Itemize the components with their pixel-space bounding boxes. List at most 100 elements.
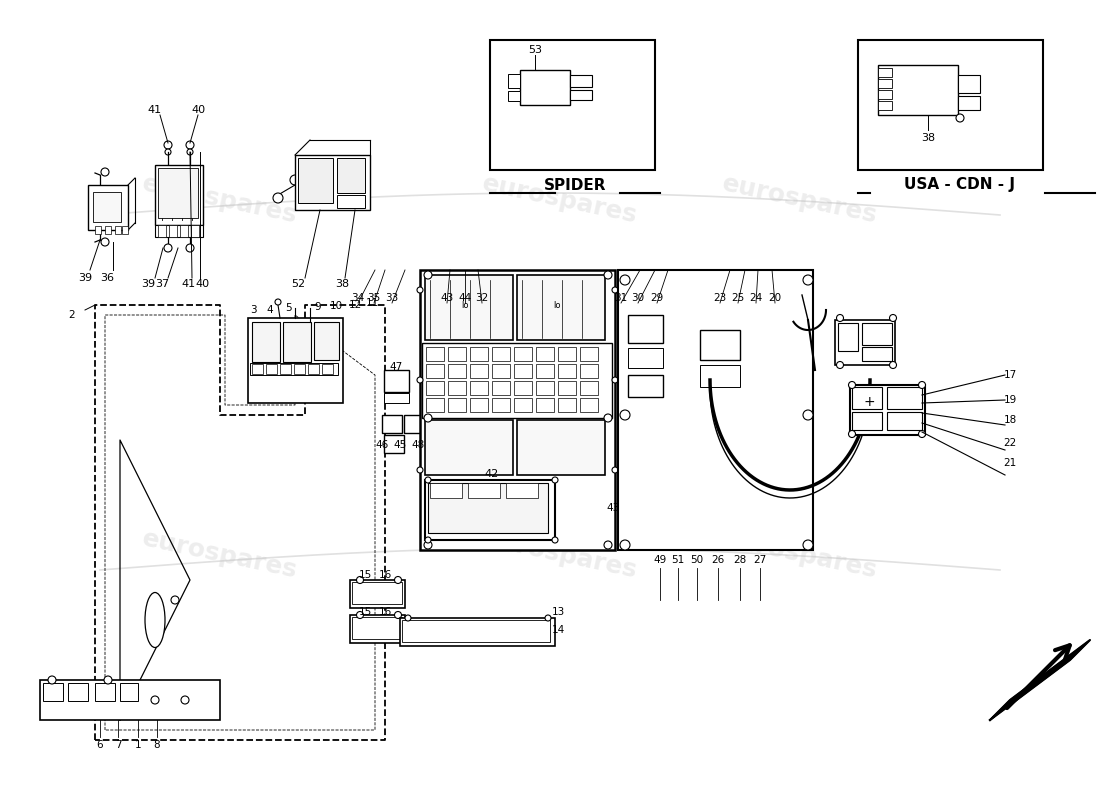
Circle shape bbox=[848, 382, 856, 389]
Text: 38: 38 bbox=[921, 133, 935, 143]
Circle shape bbox=[424, 271, 432, 279]
Text: 39: 39 bbox=[78, 273, 92, 283]
Bar bbox=[580, 398, 598, 412]
Bar bbox=[120, 683, 138, 701]
Text: 52: 52 bbox=[290, 279, 305, 289]
Bar bbox=[283, 322, 311, 362]
Bar bbox=[252, 364, 263, 374]
Text: lo: lo bbox=[553, 301, 561, 310]
Text: 20: 20 bbox=[769, 293, 782, 303]
Bar bbox=[428, 483, 548, 533]
Text: 9: 9 bbox=[315, 302, 321, 312]
Bar bbox=[558, 398, 576, 412]
Bar bbox=[878, 101, 892, 110]
Bar bbox=[470, 381, 488, 395]
Circle shape bbox=[48, 676, 56, 684]
Text: 37: 37 bbox=[155, 279, 169, 289]
Bar bbox=[850, 385, 925, 435]
Bar bbox=[887, 412, 922, 430]
Bar bbox=[628, 315, 663, 343]
Text: eurospares: eurospares bbox=[480, 172, 640, 228]
Text: 11: 11 bbox=[365, 298, 378, 308]
Circle shape bbox=[803, 410, 813, 420]
Bar bbox=[852, 412, 882, 430]
Ellipse shape bbox=[145, 593, 165, 647]
Circle shape bbox=[604, 541, 612, 549]
Bar bbox=[337, 195, 365, 208]
Bar bbox=[492, 364, 510, 378]
Bar bbox=[700, 330, 740, 360]
Bar bbox=[448, 364, 466, 378]
Bar bbox=[314, 322, 339, 360]
Circle shape bbox=[604, 414, 612, 422]
Text: 7: 7 bbox=[114, 740, 121, 750]
Bar bbox=[470, 347, 488, 361]
Circle shape bbox=[425, 477, 431, 483]
Bar bbox=[430, 483, 462, 498]
Text: 44: 44 bbox=[459, 293, 472, 303]
Circle shape bbox=[290, 175, 300, 185]
Bar bbox=[252, 322, 280, 362]
Text: eurospares: eurospares bbox=[140, 172, 300, 228]
Bar bbox=[400, 618, 556, 646]
Text: eurospares: eurospares bbox=[720, 172, 880, 228]
Bar bbox=[420, 270, 615, 550]
Bar bbox=[155, 225, 204, 237]
Circle shape bbox=[104, 676, 112, 684]
Text: 12: 12 bbox=[349, 300, 362, 310]
Bar bbox=[628, 348, 663, 368]
Bar bbox=[95, 683, 116, 701]
Text: eurospares: eurospares bbox=[720, 527, 880, 583]
Text: 5: 5 bbox=[285, 303, 292, 313]
Bar bbox=[350, 615, 405, 643]
Circle shape bbox=[187, 149, 192, 155]
Text: 13: 13 bbox=[551, 607, 564, 617]
Text: 48: 48 bbox=[411, 440, 425, 450]
Bar bbox=[628, 375, 663, 397]
Bar bbox=[520, 70, 570, 105]
Bar bbox=[536, 381, 554, 395]
Circle shape bbox=[918, 382, 925, 389]
Circle shape bbox=[395, 611, 402, 618]
Circle shape bbox=[164, 141, 172, 149]
Circle shape bbox=[890, 362, 896, 369]
Bar bbox=[448, 398, 466, 412]
Text: 34: 34 bbox=[351, 293, 364, 303]
Bar bbox=[580, 347, 598, 361]
Text: 39: 39 bbox=[141, 279, 155, 289]
Bar bbox=[506, 483, 538, 498]
Circle shape bbox=[956, 114, 964, 122]
Text: 35: 35 bbox=[367, 293, 381, 303]
Polygon shape bbox=[990, 640, 1090, 720]
Circle shape bbox=[186, 141, 194, 149]
Bar bbox=[122, 226, 128, 234]
Text: 50: 50 bbox=[691, 555, 704, 565]
Text: 17: 17 bbox=[1003, 370, 1016, 380]
Text: 41: 41 bbox=[180, 279, 195, 289]
Bar bbox=[426, 364, 444, 378]
Circle shape bbox=[417, 287, 424, 293]
Text: 15: 15 bbox=[359, 570, 372, 580]
Text: 4: 4 bbox=[266, 305, 273, 315]
Bar bbox=[404, 415, 424, 433]
Bar bbox=[382, 415, 402, 433]
Bar bbox=[878, 65, 958, 115]
Circle shape bbox=[620, 275, 630, 285]
Text: 1: 1 bbox=[134, 740, 141, 750]
Text: 19: 19 bbox=[1003, 395, 1016, 405]
Bar bbox=[570, 90, 592, 100]
Bar bbox=[384, 393, 409, 403]
Bar bbox=[426, 381, 444, 395]
Circle shape bbox=[405, 615, 411, 621]
Bar bbox=[155, 165, 204, 225]
Bar bbox=[448, 347, 466, 361]
Circle shape bbox=[918, 430, 925, 438]
Bar bbox=[492, 398, 510, 412]
Text: 23: 23 bbox=[714, 293, 727, 303]
Circle shape bbox=[836, 314, 844, 322]
Text: 53: 53 bbox=[528, 45, 542, 55]
Text: 24: 24 bbox=[749, 293, 762, 303]
Bar bbox=[580, 364, 598, 378]
Bar bbox=[294, 364, 305, 374]
Text: 36: 36 bbox=[100, 273, 114, 283]
